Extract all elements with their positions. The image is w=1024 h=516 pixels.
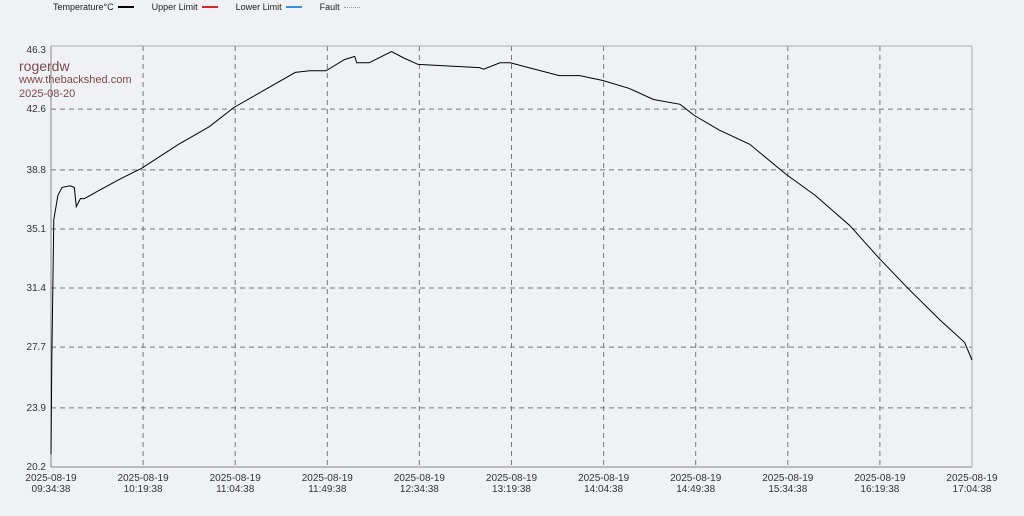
legend-item-temperature[interactable]: Temperature°C <box>53 2 134 12</box>
x-tick-date: 2025-08-19 <box>25 473 77 484</box>
y-tick-label: 42.6 <box>27 104 47 115</box>
x-tick-date: 2025-08-19 <box>670 473 722 484</box>
legend-label: Temperature°C <box>53 2 114 12</box>
x-tick-date: 2025-08-19 <box>394 473 446 484</box>
series-line-temperature <box>50 51 973 455</box>
x-tick-time: 13:19:38 <box>492 484 531 495</box>
y-tick-label: 27.7 <box>27 342 47 353</box>
watermark-date: 2025-08-20 <box>19 88 76 100</box>
x-tick-date: 2025-08-19 <box>854 473 906 484</box>
legend-item-upper-limit[interactable]: Upper Limit <box>152 2 218 12</box>
x-tick-time: 14:04:38 <box>584 484 623 495</box>
watermark-site: www.thebackshed.com <box>19 74 132 86</box>
x-tick-time: 11:49:38 <box>308 484 347 495</box>
y-tick-label: 31.4 <box>27 283 47 294</box>
x-tick-date: 2025-08-19 <box>762 473 814 484</box>
x-tick-time: 17:04:38 <box>953 484 992 495</box>
y-tick-label: 46.3 <box>27 45 47 56</box>
y-tick-label: 35.1 <box>27 224 47 235</box>
x-tick-time: 11:04:38 <box>216 484 255 495</box>
legend-item-lower-limit[interactable]: Lower Limit <box>236 2 302 12</box>
x-tick-date: 2025-08-19 <box>578 473 630 484</box>
x-tick-time: 09:34:38 <box>32 484 71 495</box>
legend-swatch <box>285 6 302 8</box>
legend-label: Lower Limit <box>235 2 282 12</box>
legend-label: Fault <box>319 2 340 12</box>
legend-item-fault[interactable]: Fault <box>320 2 360 12</box>
x-tick-date: 2025-08-19 <box>946 473 998 484</box>
legend-label: Upper Limit <box>151 2 198 12</box>
y-tick-label: 20.2 <box>27 462 47 473</box>
legend-swatch <box>117 6 134 8</box>
y-tick-label: 38.8 <box>27 165 47 176</box>
legend: Temperature°C Upper Limit Lower Limit Fa… <box>53 2 360 12</box>
y-tick-label: 23.9 <box>27 403 47 414</box>
x-tick-time: 15:34:38 <box>768 484 807 495</box>
legend-swatch <box>201 6 218 8</box>
x-tick-date: 2025-08-19 <box>486 473 538 484</box>
x-tick-date: 2025-08-19 <box>302 473 354 484</box>
x-tick-time: 16:19:38 <box>860 484 899 495</box>
watermark-user: rogerdw <box>19 58 70 74</box>
x-tick-date: 2025-08-19 <box>118 473 170 484</box>
x-tick-time: 12:34:38 <box>400 484 439 495</box>
x-tick-date: 2025-08-19 <box>210 473 262 484</box>
x-tick-time: 14:49:38 <box>676 484 715 495</box>
x-tick-time: 10:19:38 <box>124 484 163 495</box>
watermark: rogerdw www.thebackshed.com 2025-08-20 <box>19 59 132 101</box>
legend-swatch <box>343 6 360 8</box>
